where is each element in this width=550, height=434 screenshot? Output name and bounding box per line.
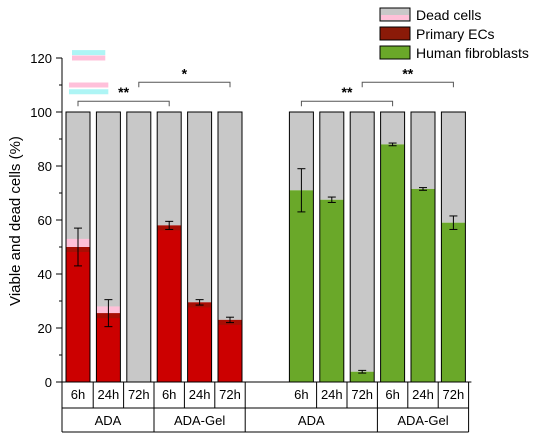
significance-label: * — [182, 65, 188, 81]
y-axis-label: Viable and dead cells (%) — [7, 136, 24, 306]
bar-dead-segment — [218, 112, 242, 320]
x-category-label: 24h — [98, 387, 120, 402]
bar-outline — [95, 111, 121, 383]
legend-entry: Dead cells — [379, 7, 481, 23]
bar-dead-segment — [441, 112, 466, 223]
legend-marker-swatch — [72, 50, 106, 56]
x-category-label: 72h — [219, 387, 241, 402]
y-tick-label: 100 — [30, 105, 52, 120]
y-tick-label: 120 — [30, 51, 52, 66]
significance-bracket-line — [361, 81, 454, 88]
x-category-label: 6h — [71, 387, 85, 402]
legend: Dead cells Primary ECs Human fibroblasts — [379, 7, 529, 61]
significance-label: ** — [118, 84, 129, 100]
bar-viable-segment — [66, 247, 90, 382]
bar-viable-segment — [411, 188, 435, 382]
x-category-label: 6h — [162, 387, 176, 402]
legend-label: Dead cells — [416, 7, 481, 23]
bar-viable-segment — [218, 319, 242, 382]
x-category-label: 24h — [189, 387, 211, 402]
legend-label: Primary ECs — [416, 26, 495, 42]
bar-dead-segment — [157, 112, 182, 226]
significance-bracket-line — [300, 100, 394, 107]
legend-swatch — [379, 45, 411, 60]
bar-dead-segment — [411, 112, 435, 189]
y-tick-label: 20 — [38, 321, 52, 336]
bar-outline — [217, 111, 243, 383]
x-category-label: 24h — [412, 387, 434, 402]
y-tick-label: 80 — [38, 159, 52, 174]
x-category-label: 24h — [321, 387, 343, 402]
bar-outline — [156, 111, 182, 383]
legend-label: Human fibroblasts — [416, 45, 529, 61]
legend-swatch — [379, 26, 411, 41]
y-tick-label: 0 — [45, 375, 52, 390]
bar-outline — [349, 111, 375, 383]
bars-group — [65, 111, 466, 383]
bar-outline — [288, 111, 314, 383]
legend-marker-swatch — [72, 55, 106, 61]
significance-bracket: ** — [77, 84, 170, 107]
bar-dead-segment — [380, 112, 405, 145]
bar-outline — [319, 111, 345, 383]
x-category-label: 72h — [351, 387, 373, 402]
bar-outline — [380, 111, 406, 383]
bar-viable-segment — [380, 144, 405, 382]
legend-entry: Primary ECs — [379, 26, 495, 42]
significance-label: ** — [342, 84, 353, 100]
significance-bracket-line — [138, 81, 231, 88]
bar-viable-segment — [350, 371, 375, 382]
bar-viable-segment — [157, 225, 182, 382]
bar-dead-segment — [66, 112, 90, 247]
bar-dead-segment — [96, 112, 121, 314]
bar-outline — [126, 111, 152, 383]
legend-swatch-band — [381, 15, 409, 20]
x-category-label: 72h — [443, 387, 465, 402]
bar-outline — [187, 111, 213, 383]
bar-dead-segment — [319, 112, 344, 200]
bar-outline — [440, 111, 466, 383]
x-group-label: ADA-Gel — [174, 413, 225, 428]
y-tick-label: 40 — [38, 267, 52, 282]
x-group-label: ADA — [298, 413, 325, 428]
x-category-label: 6h — [385, 387, 399, 402]
bar-outline — [65, 111, 91, 383]
y-tick-label: 60 — [38, 213, 52, 228]
legend-entry: Human fibroblasts — [379, 45, 529, 61]
bar-outline — [410, 111, 436, 383]
significance-bracket: ** — [361, 65, 454, 88]
significance-label: ** — [402, 65, 413, 81]
bar-viable-segment — [319, 199, 344, 382]
significance-bracket: ** — [300, 84, 394, 107]
bar-dead-segment — [187, 112, 212, 303]
legend-marker-swatch — [68, 82, 109, 88]
significance-bracket: * — [138, 65, 231, 88]
significance-bracket-line — [77, 100, 170, 107]
bar-viable-segment — [289, 190, 314, 382]
bar-dead-segment — [350, 112, 375, 372]
x-group-label: ADA-Gel — [397, 413, 448, 428]
bar-dead-segment — [126, 112, 151, 382]
x-category-label: 72h — [128, 387, 150, 402]
x-group-label: ADA — [95, 413, 122, 428]
x-category-label: 6h — [294, 387, 308, 402]
bar-viable-segment — [441, 222, 466, 382]
legend-marker-swatch — [68, 89, 109, 95]
bar-viable-segment — [187, 302, 212, 382]
